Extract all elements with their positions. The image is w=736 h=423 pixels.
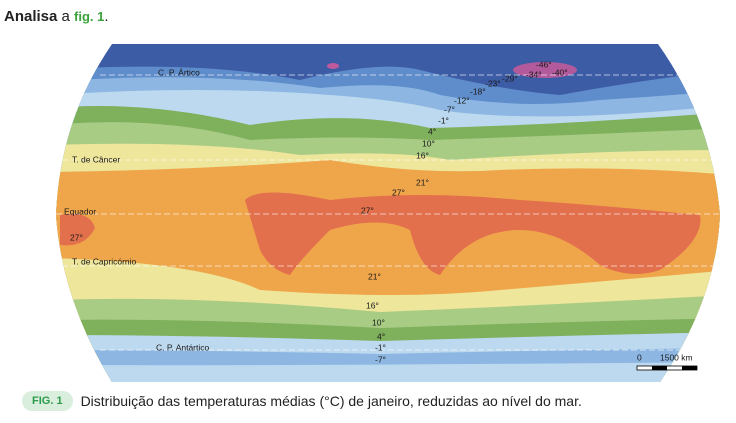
caption-label: FIG. 1	[22, 391, 73, 411]
heading-end: .	[104, 8, 109, 25]
isotherm-label: -29°	[502, 73, 518, 83]
isotherm-label: -23°	[485, 78, 501, 88]
isotherm-label: -1°	[438, 115, 449, 125]
reference-line-label: T. de Capricórnio	[72, 256, 137, 266]
heading-bold: Analisa	[4, 8, 58, 25]
isotherm-label: 10°	[422, 138, 435, 148]
heading: Analisa a fig. 1.	[4, 8, 109, 25]
isotherm-label: -46°	[536, 59, 552, 69]
isotherm-label: -18°	[470, 86, 486, 96]
isotherm-label: 4°	[428, 126, 436, 136]
scale-bar: 0 1500 km	[636, 352, 698, 371]
reference-line-label: T. de Câncer	[72, 154, 120, 164]
isotherm-label: -40°	[552, 67, 568, 77]
isotherm-label: 27°	[361, 205, 374, 215]
temperature-bands	[56, 44, 720, 382]
reference-lines	[56, 74, 720, 351]
reference-line-label: C. P. Ártico	[158, 67, 200, 77]
caption: FIG. 1 Distribuição das temperaturas médi…	[22, 391, 582, 411]
isotherm-label: -34°	[526, 69, 542, 79]
map: C. P. Ártico T. de Câncer Equador T. de Cap…	[56, 44, 720, 382]
isotherm-label: 21°	[368, 271, 381, 281]
isotherm-label: 21°	[416, 177, 429, 187]
isotherm-label: 27°	[392, 187, 405, 197]
isotherm-label: 27°	[70, 232, 83, 242]
isotherm-label: 4°	[377, 331, 385, 341]
scale-zero: 0	[637, 352, 642, 362]
isotherm-label: 16°	[416, 150, 429, 160]
map-labels: C. P. Ártico T. de Câncer Equador T. de Cap…	[64, 59, 568, 364]
isotherm-label: -12°	[454, 95, 470, 105]
heading-ref: fig. 1	[74, 9, 105, 24]
isotherm-label: -1°	[375, 342, 386, 352]
caption-text: Distribuição das temperaturas médias (°C…	[80, 393, 582, 409]
isotherm-label: 10°	[372, 317, 385, 327]
reference-line-label: Equador	[64, 206, 96, 216]
reference-line-label: C. P. Antártico	[156, 342, 210, 352]
isotherm-label: -7°	[375, 354, 386, 364]
isotherm-label: 16°	[366, 300, 379, 310]
heading-text: a	[61, 8, 70, 25]
scale-distance: 1500 km	[660, 352, 693, 362]
isotherm-label: -7°	[444, 104, 455, 114]
